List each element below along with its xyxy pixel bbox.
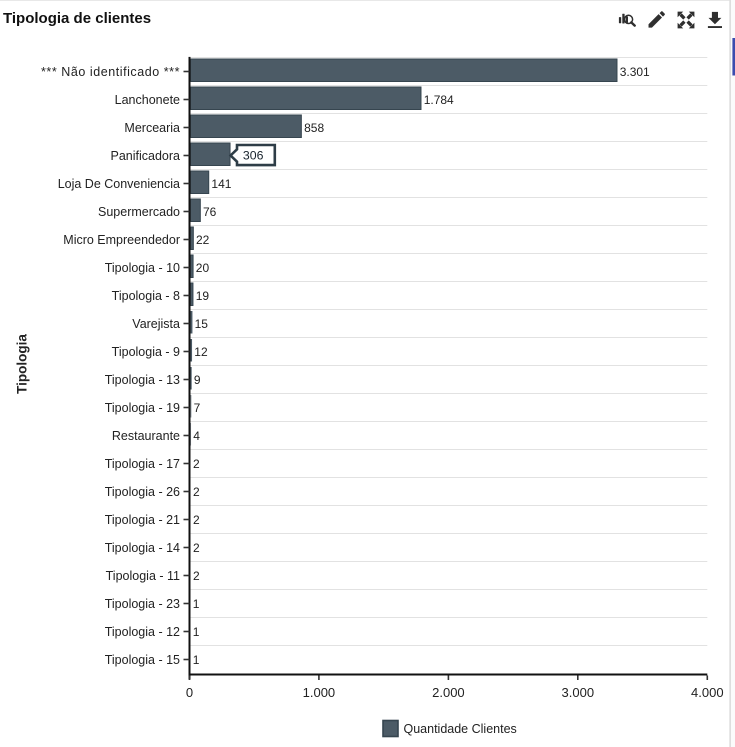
svg-text:1.000: 1.000 <box>303 685 336 700</box>
svg-text:4.000: 4.000 <box>691 685 724 700</box>
svg-text:306: 306 <box>243 148 264 162</box>
svg-text:Tipologia - 26: Tipologia - 26 <box>105 485 180 499</box>
svg-text:4: 4 <box>193 429 200 443</box>
svg-text:20: 20 <box>196 261 210 275</box>
svg-text:12: 12 <box>194 345 208 359</box>
svg-text:Tipologia - 11: Tipologia - 11 <box>106 569 180 583</box>
svg-text:76: 76 <box>203 205 217 219</box>
svg-text:2: 2 <box>193 513 200 527</box>
svg-text:858: 858 <box>304 121 324 135</box>
svg-text:Tipologia - 8: Tipologia - 8 <box>112 289 180 303</box>
svg-text:Restaurante: Restaurante <box>112 429 180 443</box>
svg-text:0: 0 <box>186 685 193 700</box>
svg-text:Tipologia - 23: Tipologia - 23 <box>105 597 180 611</box>
svg-text:2: 2 <box>193 485 200 499</box>
svg-text:19: 19 <box>196 289 210 303</box>
svg-text:22: 22 <box>196 233 210 247</box>
svg-text:1: 1 <box>193 625 200 639</box>
svg-text:Tipologia: Tipologia <box>15 334 30 394</box>
svg-text:7: 7 <box>194 401 201 415</box>
svg-text:Tipologia - 9: Tipologia - 9 <box>112 345 180 359</box>
svg-text:Loja De Conveniencia: Loja De Conveniencia <box>58 177 180 191</box>
svg-text:Varejista: Varejista <box>132 317 180 331</box>
svg-text:2: 2 <box>193 457 200 471</box>
svg-text:141: 141 <box>211 177 231 191</box>
svg-text:Micro Empreendedor: Micro Empreendedor <box>63 233 180 247</box>
svg-text:Tipologia - 19: Tipologia - 19 <box>105 401 180 415</box>
svg-text:*** Não identificado ***: *** Não identificado *** <box>41 65 180 79</box>
svg-text:15: 15 <box>195 317 209 331</box>
svg-text:1: 1 <box>193 597 200 611</box>
svg-text:Tipologia - 17: Tipologia - 17 <box>105 457 180 471</box>
svg-text:2: 2 <box>193 541 200 555</box>
svg-text:1.784: 1.784 <box>424 93 454 107</box>
svg-text:Tipologia - 21: Tipologia - 21 <box>105 513 180 527</box>
svg-text:Tipologia - 10: Tipologia - 10 <box>105 261 180 275</box>
svg-text:Quantidade Clientes: Quantidade Clientes <box>404 722 517 736</box>
svg-text:9: 9 <box>194 373 201 387</box>
svg-text:Panificadora: Panificadora <box>111 149 181 163</box>
svg-text:1: 1 <box>193 653 200 667</box>
svg-text:Tipologia - 13: Tipologia - 13 <box>105 373 180 387</box>
svg-text:Tipologia - 14: Tipologia - 14 <box>105 541 180 555</box>
svg-text:Tipologia de clientes: Tipologia de clientes <box>3 10 151 27</box>
svg-text:2.000: 2.000 <box>432 685 465 700</box>
svg-text:Mercearia: Mercearia <box>124 121 180 135</box>
svg-text:Lanchonete: Lanchonete <box>115 93 180 107</box>
svg-text:3.301: 3.301 <box>620 65 650 79</box>
svg-text:Tipologia - 12: Tipologia - 12 <box>105 625 180 639</box>
svg-text:2: 2 <box>193 569 200 583</box>
svg-text:3.000: 3.000 <box>562 685 595 700</box>
svg-text:Tipologia - 15: Tipologia - 15 <box>105 653 180 667</box>
svg-text:Supermercado: Supermercado <box>98 205 180 219</box>
